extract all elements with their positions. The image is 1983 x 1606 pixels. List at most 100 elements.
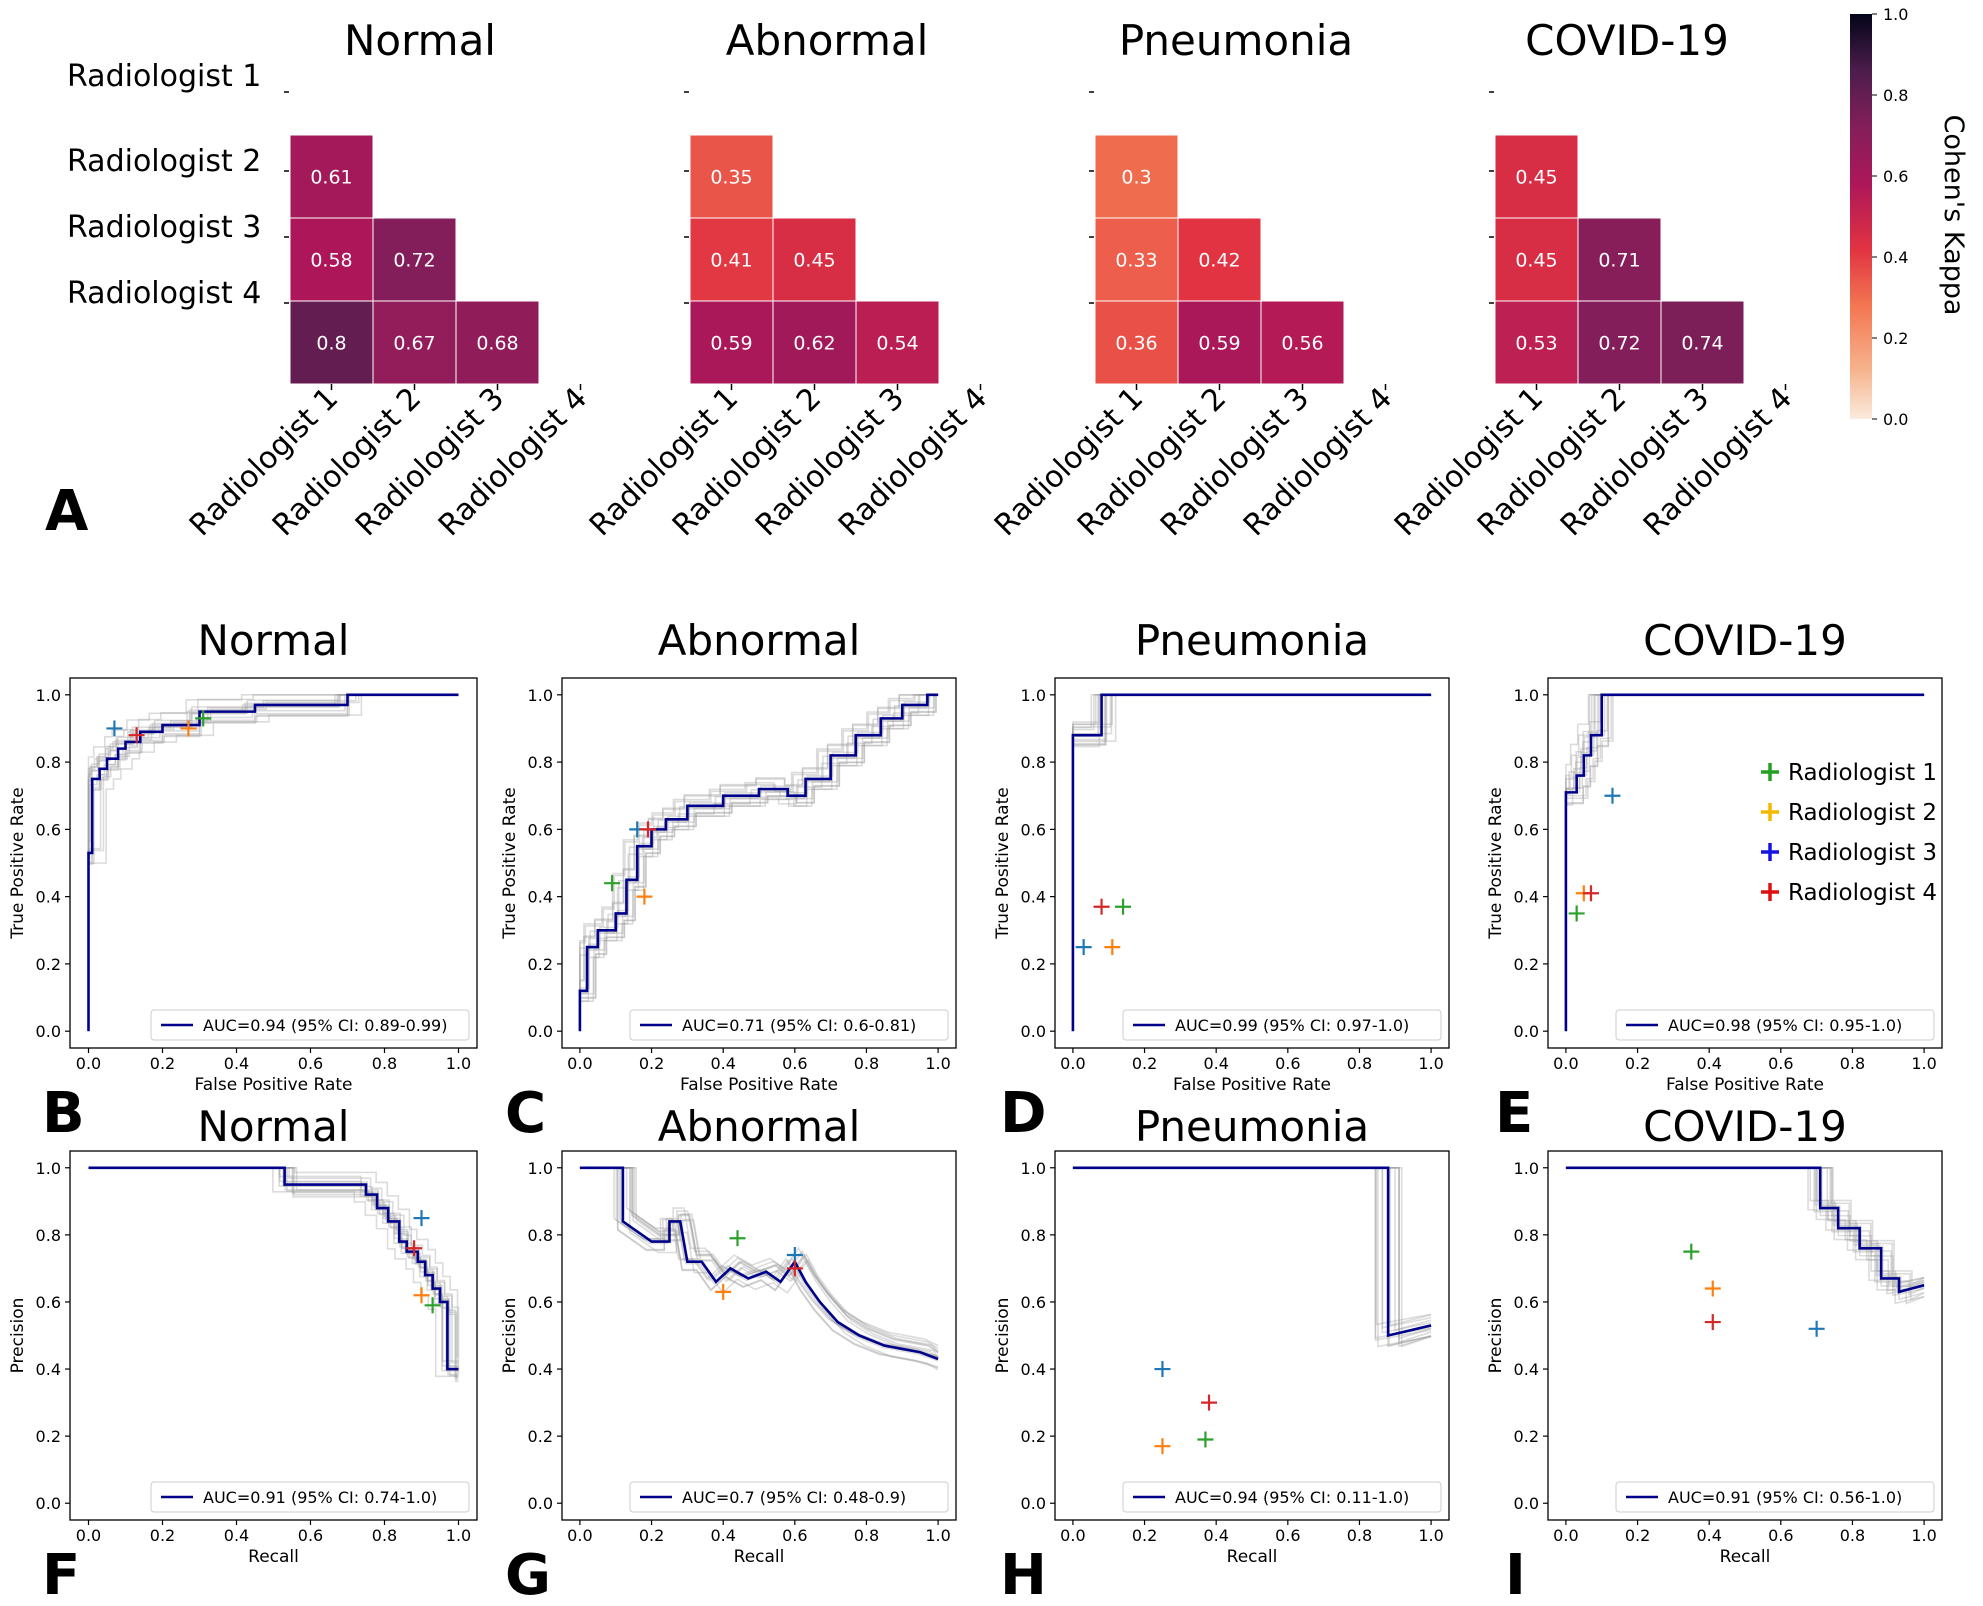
heatmap-col-label: Radiologist 4 bbox=[432, 381, 594, 543]
legend-label: Radiologist 2 bbox=[1788, 800, 1937, 826]
x-tick-label: 0.4 bbox=[1696, 1526, 1721, 1545]
bootstrap-curve bbox=[88, 1166, 459, 1368]
y-axis-label: True Positive Rate bbox=[993, 787, 1013, 939]
bootstrap-curve bbox=[579, 694, 939, 1032]
x-tick-label: 1.0 bbox=[1418, 1526, 1443, 1545]
plot-frame bbox=[561, 1150, 957, 1521]
bootstrap-curve bbox=[579, 1166, 939, 1354]
y-tick-label: 0.0 bbox=[1514, 1022, 1539, 1041]
bootstrap-curve bbox=[1072, 694, 1432, 1032]
bootstrap-curve bbox=[1072, 1166, 1432, 1348]
y-tick-label: 0.8 bbox=[1514, 753, 1539, 772]
x-axis-label: Recall bbox=[248, 1547, 299, 1567]
x-tick-label: 0.0 bbox=[1553, 1054, 1578, 1073]
chart-title: Normal bbox=[198, 1102, 350, 1151]
bootstrap-curve bbox=[1072, 694, 1432, 1032]
radiologist-marker bbox=[1197, 1431, 1214, 1448]
chart-title: COVID-19 bbox=[1643, 1102, 1847, 1151]
radiologist-marker bbox=[128, 727, 145, 744]
bootstrap-curve bbox=[87, 694, 459, 1032]
bootstrap-curve bbox=[87, 694, 459, 1032]
x-tick-label: 1.0 bbox=[446, 1054, 471, 1073]
heatmap-cell bbox=[455, 300, 540, 385]
heatmap-title: Normal bbox=[344, 16, 496, 65]
model-curve bbox=[1565, 1166, 1925, 1294]
heatmap-cell-value: 0.72 bbox=[393, 250, 435, 272]
bootstrap-curves bbox=[88, 1166, 460, 1383]
y-tick-label: 0.0 bbox=[1021, 1494, 1046, 1513]
plot-frame bbox=[1547, 677, 1943, 1049]
bootstrap-curve bbox=[579, 1166, 939, 1371]
bootstrap-curve bbox=[87, 694, 459, 1032]
bootstrap-curve bbox=[1072, 694, 1432, 1032]
bootstrap-curve bbox=[1565, 1166, 1925, 1291]
x-tick-label: 1.0 bbox=[925, 1054, 950, 1073]
x-tick-label: 0.2 bbox=[1132, 1526, 1157, 1545]
heatmap-cell-value: 0.74 bbox=[1681, 333, 1723, 355]
y-tick-label: 1.0 bbox=[36, 1159, 61, 1178]
x-tick-label: 0.4 bbox=[1696, 1054, 1721, 1073]
x-tick-label: 0.6 bbox=[1768, 1526, 1793, 1545]
bootstrap-curve bbox=[1072, 694, 1432, 1032]
bootstrap-curves bbox=[1565, 1166, 1925, 1305]
x-axis-label: False Positive Rate bbox=[680, 1075, 838, 1095]
plot-frame bbox=[561, 677, 957, 1049]
colorbar-tick: 0.2 bbox=[1883, 329, 1908, 348]
x-tick-label: 0.4 bbox=[710, 1526, 735, 1545]
x-tick-label: 0.6 bbox=[782, 1526, 807, 1545]
bootstrap-curve bbox=[1565, 694, 1925, 1032]
bootstrap-curve bbox=[579, 1166, 939, 1369]
auc-legend: AUC=0.94 (95% CI: 0.11-1.0) bbox=[1122, 1481, 1442, 1513]
bootstrap-curve bbox=[579, 1166, 939, 1358]
bootstrap-curve bbox=[1072, 694, 1432, 1032]
y-tick-label: 0.0 bbox=[1514, 1494, 1539, 1513]
x-tick-label: 1.0 bbox=[925, 1526, 950, 1545]
y-tick-label: 0.0 bbox=[528, 1494, 553, 1513]
y-tick-label: 0.2 bbox=[1514, 1427, 1539, 1446]
radiologist-marker bbox=[604, 875, 621, 892]
radiologist-marker bbox=[1154, 1361, 1171, 1378]
radiologist-marker bbox=[1115, 898, 1132, 915]
pr-chart-abnormal: Abnormal 0.0 0.0 0.2 0.2 0.4 0.4 0.6 0.6 0.8 0.8 1.… bbox=[500, 1102, 957, 1567]
x-tick-label: 0.2 bbox=[150, 1526, 175, 1545]
bootstrap-curve bbox=[87, 694, 459, 1032]
colorbar-label: Cohen's Kappa bbox=[1938, 115, 1969, 316]
bootstrap-curves bbox=[87, 694, 459, 1032]
radiologist-marker bbox=[413, 1287, 430, 1304]
heatmap-row-label: Radiologist 4 bbox=[67, 276, 261, 311]
x-axis-label: False Positive Rate bbox=[1666, 1075, 1824, 1095]
y-tick-label: 1.0 bbox=[528, 1159, 553, 1178]
x-tick-label: 1.0 bbox=[1418, 1054, 1443, 1073]
bootstrap-curve bbox=[1565, 1166, 1925, 1296]
y-tick-label: 1.0 bbox=[1021, 1159, 1046, 1178]
heatmap-cell bbox=[289, 300, 374, 385]
heatmap-col-label: Radiologist 1 bbox=[183, 381, 345, 543]
bootstrap-curve bbox=[87, 694, 459, 1032]
radiologist-marker bbox=[406, 1240, 423, 1257]
bootstrap-curve bbox=[1565, 1166, 1925, 1289]
bootstrap-curves bbox=[1072, 1166, 1432, 1348]
x-tick-label: 0.0 bbox=[1060, 1526, 1085, 1545]
radiologist-legend-item: Radiologist 1 bbox=[1761, 760, 1937, 786]
bootstrap-curve bbox=[88, 1166, 459, 1378]
y-tick-label: 1.0 bbox=[36, 686, 61, 705]
panel-label-d: D bbox=[1000, 1081, 1046, 1146]
radiologist-marker bbox=[1704, 1280, 1721, 1297]
x-tick-label: 0.0 bbox=[567, 1526, 592, 1545]
radiologist-marker bbox=[639, 821, 656, 838]
panel-label-i: I bbox=[1505, 1543, 1526, 1606]
y-tick-label: 0.2 bbox=[1514, 955, 1539, 974]
y-tick-label: 0.6 bbox=[1021, 1293, 1046, 1312]
x-tick-label: 0.8 bbox=[854, 1054, 879, 1073]
panel-label-f: F bbox=[42, 1543, 80, 1606]
model-curve bbox=[87, 693, 459, 1032]
y-tick-label: 0.4 bbox=[1021, 888, 1046, 907]
y-tick-label: 1.0 bbox=[528, 686, 553, 705]
panel-label-b: B bbox=[42, 1081, 85, 1146]
x-tick-label: 0.4 bbox=[710, 1054, 735, 1073]
radiologist-marker bbox=[1201, 1394, 1218, 1411]
bootstrap-curve bbox=[579, 694, 939, 1032]
legend-label: AUC=0.7 (95% CI: 0.48-0.9) bbox=[682, 1488, 906, 1507]
y-axis-label: Precision bbox=[1486, 1298, 1506, 1374]
